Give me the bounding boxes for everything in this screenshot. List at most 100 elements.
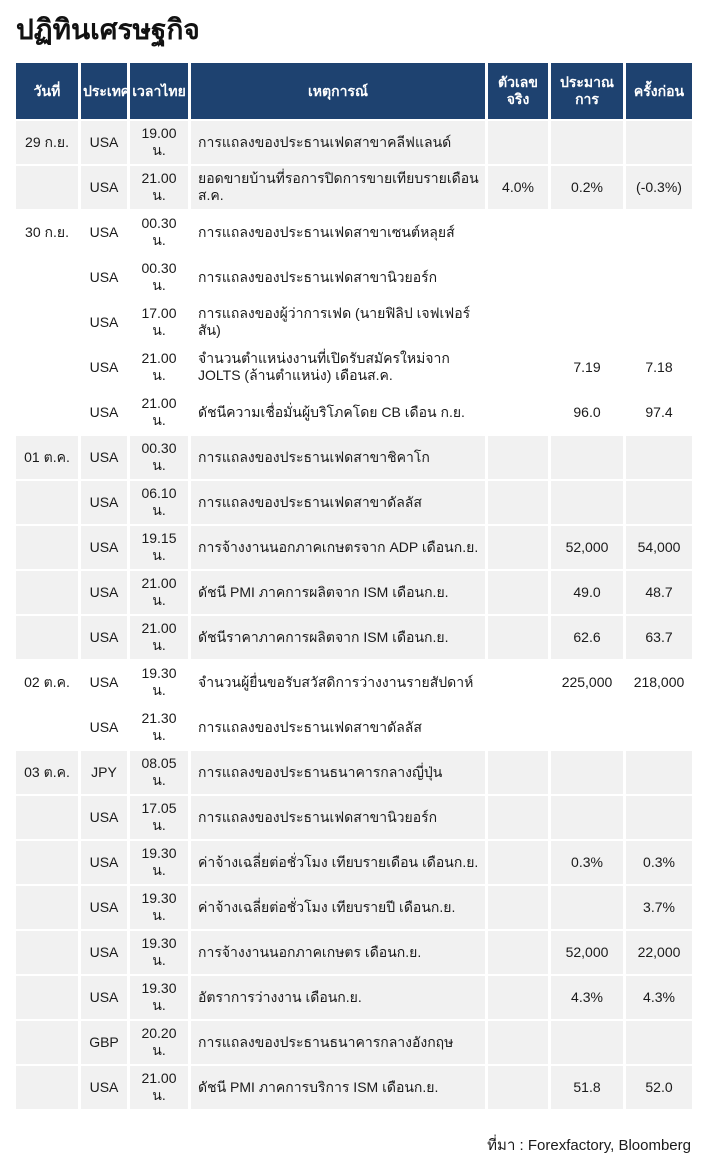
- previous-cell: [626, 210, 692, 254]
- country-cell: USA: [81, 525, 127, 569]
- event-cell: ค่าจ้างเฉลี่ยต่อชั่วโมง เทียบรายปี เดือน…: [191, 885, 485, 929]
- time-cell: 19.30 น.: [130, 885, 188, 929]
- event-cell: การแถลงของประธานเฟดสาขาดัลลัส: [191, 705, 485, 749]
- date-cell: 30 ก.ย.: [16, 210, 78, 254]
- forecast-cell: 0.2%: [551, 165, 623, 209]
- event-cell: การแถลงของประธานเฟดสาขานิวยอร์ก: [191, 795, 485, 839]
- date-cell: [16, 615, 78, 659]
- event-cell: การแถลงของประธานเฟดสาขาคลีฟแลนด์: [191, 120, 485, 164]
- country-cell: USA: [81, 480, 127, 524]
- forecast-cell: 7.19: [551, 345, 623, 389]
- actual-cell: [488, 435, 548, 479]
- actual-cell: [488, 885, 548, 929]
- forecast-cell: [551, 435, 623, 479]
- table-row: USA 06.10 น. การแถลงของประธานเฟดสาขาดัลล…: [16, 480, 692, 524]
- date-cell: [16, 930, 78, 974]
- country-cell: USA: [81, 300, 127, 344]
- actual-cell: [488, 255, 548, 299]
- forecast-cell: 0.3%: [551, 840, 623, 884]
- previous-cell: 63.7: [626, 615, 692, 659]
- forecast-cell: 96.0: [551, 390, 623, 434]
- forecast-cell: [551, 255, 623, 299]
- previous-cell: 7.18: [626, 345, 692, 389]
- forecast-cell: 225,000: [551, 660, 623, 704]
- previous-cell: [626, 750, 692, 794]
- event-cell: ค่าจ้างเฉลี่ยต่อชั่วโมง เทียบรายเดือน เด…: [191, 840, 485, 884]
- country-cell: GBP: [81, 1020, 127, 1064]
- date-cell: [16, 345, 78, 389]
- table-row: USA 21.00 น. ดัชนีราคาภาคการผลิตจาก ISM …: [16, 615, 692, 659]
- table-row: USA 00.30 น. การแถลงของประธานเฟดสาขานิวย…: [16, 255, 692, 299]
- table-row: 02 ต.ค. USA 19.30 น. จำนวนผู้ยื่นขอรับสว…: [16, 660, 692, 704]
- actual-cell: [488, 750, 548, 794]
- forecast-cell: 62.6: [551, 615, 623, 659]
- table-row: USA 21.30 น. การแถลงของประธานเฟดสาขาดัลล…: [16, 705, 692, 749]
- date-cell: [16, 570, 78, 614]
- event-cell: จำนวนผู้ยื่นขอรับสวัสดิการว่างงานรายสัปด…: [191, 660, 485, 704]
- time-cell: 21.00 น.: [130, 165, 188, 209]
- date-cell: [16, 840, 78, 884]
- previous-cell: 52.0: [626, 1065, 692, 1109]
- event-cell: ดัชนีความเชื่อมั่นผู้บริโภคโดย CB เดือน …: [191, 390, 485, 434]
- country-cell: USA: [81, 435, 127, 479]
- date-cell: [16, 255, 78, 299]
- table-row: USA 21.00 น. ดัชนีความเชื่อมั่นผู้บริโภค…: [16, 390, 692, 434]
- time-cell: 21.30 น.: [130, 705, 188, 749]
- forecast-cell: [551, 750, 623, 794]
- forecast-cell: [551, 1020, 623, 1064]
- date-cell: 03 ต.ค.: [16, 750, 78, 794]
- actual-cell: [488, 1065, 548, 1109]
- table-row: GBP 20.20 น. การแถลงของประธานธนาคารกลางอ…: [16, 1020, 692, 1064]
- column-header-actual: ตัวเลขจริง: [488, 63, 548, 119]
- table-row: USA 19.15 น. การจ้างงานนอกภาคเกษตรจาก AD…: [16, 525, 692, 569]
- time-cell: 17.00 น.: [130, 300, 188, 344]
- time-cell: 21.00 น.: [130, 615, 188, 659]
- date-cell: [16, 885, 78, 929]
- time-cell: 19.30 น.: [130, 930, 188, 974]
- forecast-cell: 4.3%: [551, 975, 623, 1019]
- actual-cell: [488, 525, 548, 569]
- actual-cell: [488, 930, 548, 974]
- column-header-country: ประเทศ: [81, 63, 130, 119]
- forecast-cell: 49.0: [551, 570, 623, 614]
- economic-calendar-table: วันที่ ประเทศ เวลาไทย เหตุการณ์ ตัวเลขจร…: [13, 61, 695, 1111]
- previous-cell: 0.3%: [626, 840, 692, 884]
- previous-cell: 48.7: [626, 570, 692, 614]
- time-cell: 19.30 น.: [130, 975, 188, 1019]
- previous-cell: [626, 705, 692, 749]
- time-cell: 20.20 น.: [130, 1020, 188, 1064]
- forecast-cell: [551, 885, 623, 929]
- forecast-cell: [551, 120, 623, 164]
- time-cell: 06.10 น.: [130, 480, 188, 524]
- table-row: USA 17.00 น. การแถลงของผู้ว่าการเฟด (นาย…: [16, 300, 692, 344]
- event-cell: ยอดขายบ้านที่รอการปิดการขายเทียบรายเดือน…: [191, 165, 485, 209]
- table-row: USA 17.05 น. การแถลงของประธานเฟดสาขานิวย…: [16, 795, 692, 839]
- date-cell: 02 ต.ค.: [16, 660, 78, 704]
- country-cell: USA: [81, 345, 127, 389]
- header-row: วันที่ ประเทศ เวลาไทย เหตุการณ์ ตัวเลขจร…: [16, 63, 692, 119]
- actual-cell: [488, 1020, 548, 1064]
- table-row: USA 19.30 น. อัตราการว่างงาน เดือนก.ย. 4…: [16, 975, 692, 1019]
- actual-cell: [488, 615, 548, 659]
- time-cell: 21.00 น.: [130, 390, 188, 434]
- previous-cell: [626, 480, 692, 524]
- date-cell: [16, 975, 78, 1019]
- table-row: USA 19.30 น. ค่าจ้างเฉลี่ยต่อชั่วโมง เที…: [16, 840, 692, 884]
- forecast-cell: 52,000: [551, 930, 623, 974]
- country-cell: USA: [81, 840, 127, 884]
- country-cell: USA: [81, 1065, 127, 1109]
- country-cell: USA: [81, 660, 127, 704]
- column-header-date: วันที่: [16, 63, 78, 119]
- event-cell: การแถลงของประธานธนาคารกลางญี่ปุ่น: [191, 750, 485, 794]
- forecast-cell: 52,000: [551, 525, 623, 569]
- time-cell: 21.00 น.: [130, 1065, 188, 1109]
- time-cell: 19.30 น.: [130, 660, 188, 704]
- previous-cell: [626, 435, 692, 479]
- country-cell: USA: [81, 570, 127, 614]
- table-row: USA 21.00 น. ยอดขายบ้านที่รอการปิดการขาย…: [16, 165, 692, 209]
- event-cell: การแถลงของประธานเฟดสาขานิวยอร์ก: [191, 255, 485, 299]
- previous-cell: 22,000: [626, 930, 692, 974]
- actual-cell: [488, 120, 548, 164]
- table-row: 01 ต.ค. USA 00.30 น. การแถลงของประธานเฟด…: [16, 435, 692, 479]
